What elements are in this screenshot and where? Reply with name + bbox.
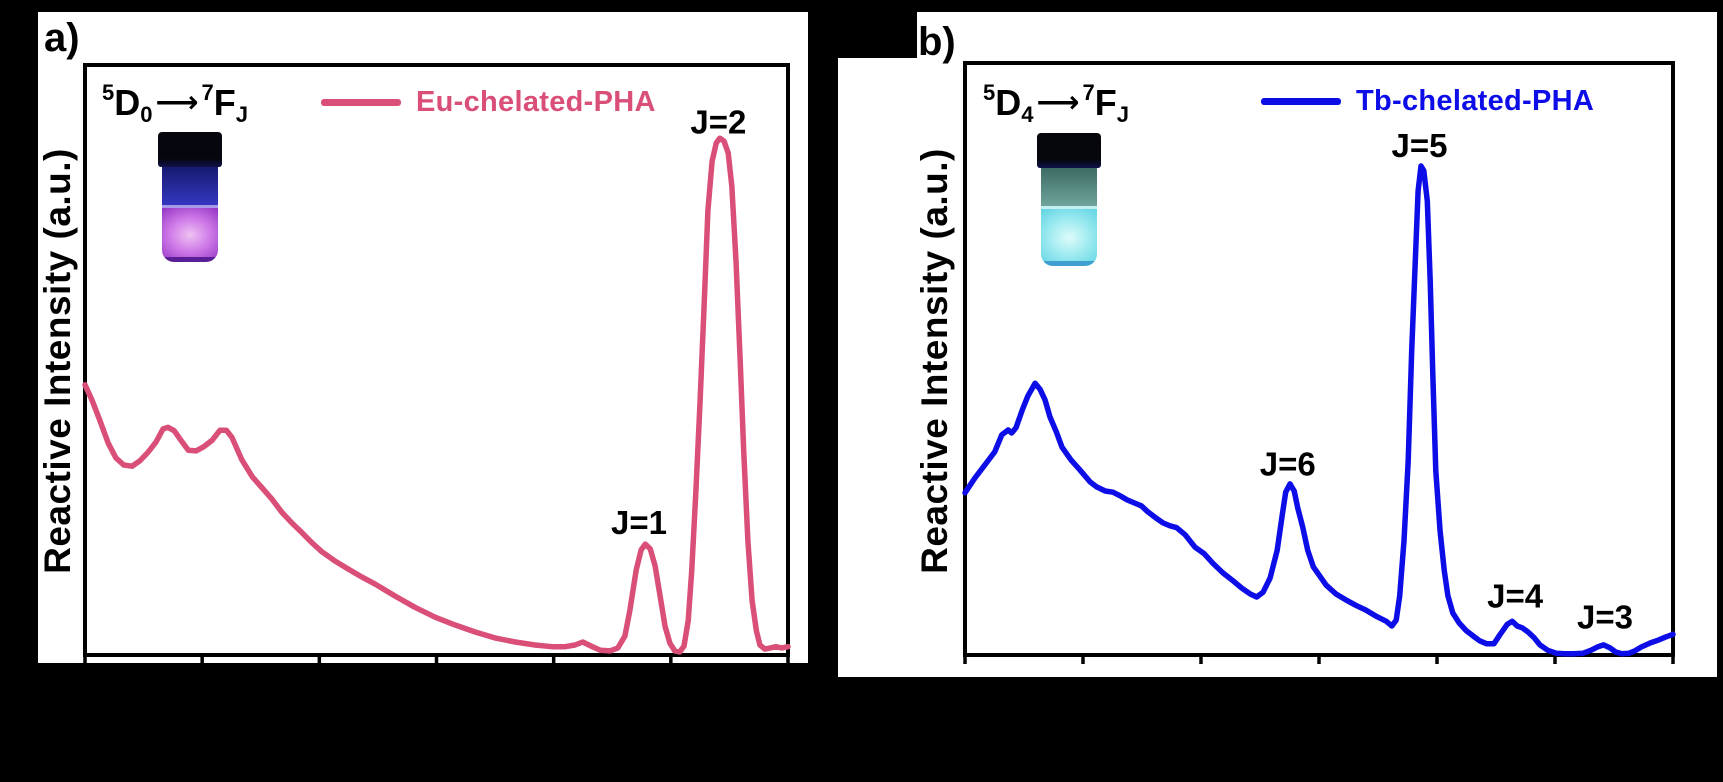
panel-b-corner-notch bbox=[838, 12, 917, 58]
panel-a-legend: Eu-chelated-PHA bbox=[321, 84, 656, 120]
vial-bottom-rim bbox=[162, 257, 218, 262]
vial-body bbox=[1041, 168, 1097, 266]
transition-lower-superscript: 7 bbox=[1082, 80, 1095, 105]
legend-label: Tb-chelated-PHA bbox=[1356, 84, 1595, 117]
panel-b-spectrum-chart: J=6 J=5 J=4 J=3 bbox=[962, 61, 1676, 664]
peak-label-J=4: J=4 bbox=[1487, 577, 1544, 614]
panel-a-transition-label: 5D0 ⟶ 7FJ bbox=[102, 80, 248, 128]
spectrum-curve-Tb-chelated-PHA bbox=[962, 163, 1676, 657]
plot-frame bbox=[83, 63, 790, 657]
peak-label-J=1: J=1 bbox=[611, 504, 667, 541]
vial-body bbox=[162, 167, 218, 262]
legend-line-sample bbox=[321, 98, 401, 106]
vial-liquid-interface bbox=[1041, 206, 1097, 209]
peak-label-J=3: J=3 bbox=[1577, 599, 1633, 636]
transition-upper-subscript: 0 bbox=[140, 102, 153, 127]
vial-luminescent-glow bbox=[162, 208, 218, 257]
plot-frame bbox=[963, 61, 1675, 657]
transition-upper-term: D bbox=[114, 82, 141, 123]
transition-lower-term: F bbox=[213, 82, 236, 123]
spectrum-curve-Eu-chelated-PHA bbox=[82, 135, 791, 655]
vial-cap bbox=[158, 132, 222, 167]
panel-b-transition-label: 5D4 ⟶ 7FJ bbox=[983, 80, 1129, 128]
panel-b-label: b) bbox=[918, 20, 956, 64]
vial-solution-upper bbox=[162, 167, 218, 205]
vial-solution-upper bbox=[1041, 168, 1097, 206]
panel-b-legend: Tb-chelated-PHA bbox=[1261, 83, 1594, 119]
panel-a-spectrum-chart: J=1 J=2 bbox=[82, 63, 791, 663]
vial-luminescent-glow bbox=[1041, 209, 1097, 261]
vial-bottom-rim bbox=[1041, 261, 1097, 266]
transition-arrow-icon: ⟶ bbox=[155, 85, 199, 120]
transition-upper-term: D bbox=[995, 82, 1022, 123]
vial-cap bbox=[1037, 133, 1101, 168]
panel-a-label: a) bbox=[44, 16, 80, 60]
transition-upper-subscript: 4 bbox=[1021, 102, 1034, 127]
peak-label-J=2: J=2 bbox=[690, 104, 746, 141]
transition-lower-subscript: J bbox=[235, 102, 249, 127]
transition-lower-subscript: J bbox=[1116, 102, 1130, 127]
peak-label-J=5: J=5 bbox=[1392, 127, 1448, 164]
transition-arrow-icon: ⟶ bbox=[1036, 85, 1080, 120]
legend-label: Eu-chelated-PHA bbox=[416, 85, 656, 118]
transition-lower-superscript: 7 bbox=[201, 80, 214, 105]
panel-b: b) Reactive Intensity (a.u.) 5D4 ⟶ 7FJ Tb-… bbox=[838, 12, 1717, 677]
transition-upper-superscript: 5 bbox=[102, 80, 115, 105]
panel-a-vial-photo bbox=[158, 132, 222, 262]
peak-label-J=6: J=6 bbox=[1260, 445, 1316, 482]
panel-a: a) Reactive Intensity (a.u.) 5D0 ⟶ 7FJ Eu-… bbox=[37, 12, 808, 663]
panel-b-vial-photo bbox=[1037, 133, 1101, 266]
legend-line-sample bbox=[1261, 97, 1341, 105]
transition-lower-term: F bbox=[1094, 82, 1117, 123]
vial-liquid-interface bbox=[162, 205, 218, 208]
transition-upper-superscript: 5 bbox=[983, 80, 996, 105]
